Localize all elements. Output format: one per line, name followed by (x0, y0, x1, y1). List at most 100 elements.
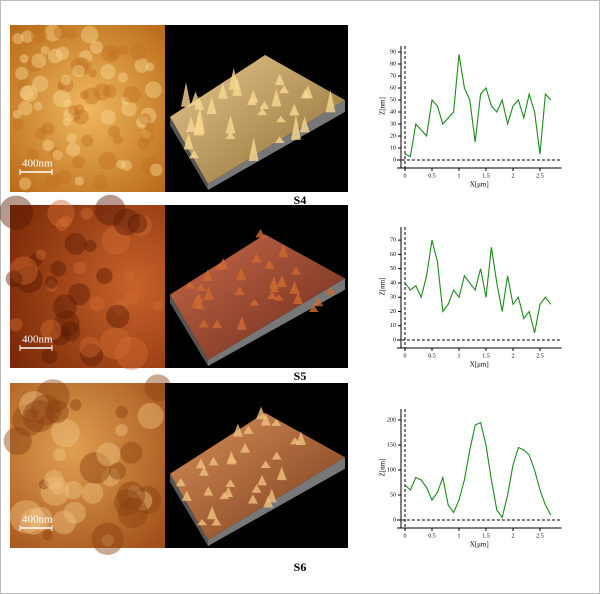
grain (137, 137, 150, 150)
grain (91, 522, 124, 556)
peak (198, 466, 209, 476)
y-tick-label: 40 (390, 280, 396, 286)
grain (80, 343, 104, 367)
grain (79, 452, 112, 484)
y-tick-label: 50 (390, 492, 396, 498)
grain (19, 391, 49, 421)
grain (35, 249, 47, 260)
afm-2d-image (10, 205, 165, 368)
grain (45, 173, 61, 189)
peak (274, 73, 285, 86)
x-tick-label: 0.5 (428, 533, 436, 539)
grain (89, 40, 103, 54)
scale-label: 400nm (22, 514, 53, 526)
grain (83, 87, 101, 105)
grain (140, 107, 157, 124)
grain (79, 90, 89, 100)
grain (60, 74, 72, 86)
grain (44, 470, 64, 490)
peak (266, 488, 277, 503)
x-tick-label: 2 (512, 353, 515, 359)
grain (109, 462, 127, 480)
peak (267, 291, 278, 300)
x-tick-label: 2.5 (536, 173, 544, 179)
grain (99, 327, 132, 360)
peak (197, 519, 208, 526)
scale-label: 400nm (22, 334, 53, 346)
x-tick-label: 2 (512, 533, 515, 539)
grain (41, 348, 58, 365)
grain (5, 270, 23, 288)
grain (19, 54, 29, 64)
grain (15, 66, 29, 80)
surface-side (170, 294, 208, 366)
grain (120, 441, 143, 464)
y-axis-label: Z[nm] (379, 278, 387, 296)
peak (243, 425, 254, 434)
grain (31, 53, 47, 69)
peak (202, 269, 213, 281)
grain (59, 215, 72, 228)
grain (79, 336, 101, 358)
peak (188, 150, 199, 159)
grain (33, 24, 43, 34)
peak (186, 116, 197, 132)
peak (275, 115, 286, 123)
y-tick-label: 20 (390, 133, 396, 139)
grain (74, 176, 84, 186)
grain (49, 325, 70, 346)
y-tick-label: 10 (390, 145, 396, 151)
grain (29, 507, 53, 531)
profile-line (404, 421, 552, 519)
peak (247, 494, 258, 504)
grain (18, 177, 32, 190)
grain (9, 318, 23, 332)
peak (300, 89, 311, 99)
peak (194, 96, 205, 110)
peak (203, 286, 214, 300)
y-tick-label: 60 (390, 85, 396, 91)
peak (289, 103, 300, 116)
peak (232, 77, 243, 97)
grain (72, 155, 85, 169)
surface-side (208, 100, 345, 190)
grain (12, 404, 45, 437)
grain (38, 479, 49, 490)
peak (181, 82, 192, 107)
grain (89, 295, 105, 312)
peak (175, 478, 186, 487)
grain (55, 218, 69, 232)
peak (295, 431, 306, 446)
grain (63, 98, 73, 108)
x-tick-label: 2 (512, 173, 515, 179)
grain (134, 58, 150, 73)
x-tick-label: 0 (404, 533, 407, 539)
grain (147, 178, 157, 188)
grain (132, 491, 153, 511)
peak (249, 298, 260, 306)
y-tick-label: 150 (387, 442, 396, 448)
grain (80, 207, 93, 220)
y-tick-label: 80 (390, 61, 396, 67)
grain (63, 108, 76, 122)
grain (30, 26, 47, 44)
panel-label: S6 (294, 560, 307, 574)
peak (214, 262, 225, 270)
grain (62, 118, 71, 127)
grain (100, 109, 116, 125)
grain (50, 261, 67, 277)
panel-label: S4 (294, 193, 307, 207)
grain (52, 510, 76, 535)
grain (117, 497, 148, 529)
y-tick-label: 90 (390, 49, 396, 55)
peak (251, 484, 262, 493)
grain (21, 30, 34, 43)
y-tick-label: 0 (393, 157, 396, 163)
peak (236, 315, 247, 330)
grain (141, 129, 151, 139)
peak (236, 267, 247, 281)
grain (93, 83, 111, 101)
peak (248, 137, 259, 162)
grain (12, 32, 24, 45)
peak (290, 114, 301, 140)
